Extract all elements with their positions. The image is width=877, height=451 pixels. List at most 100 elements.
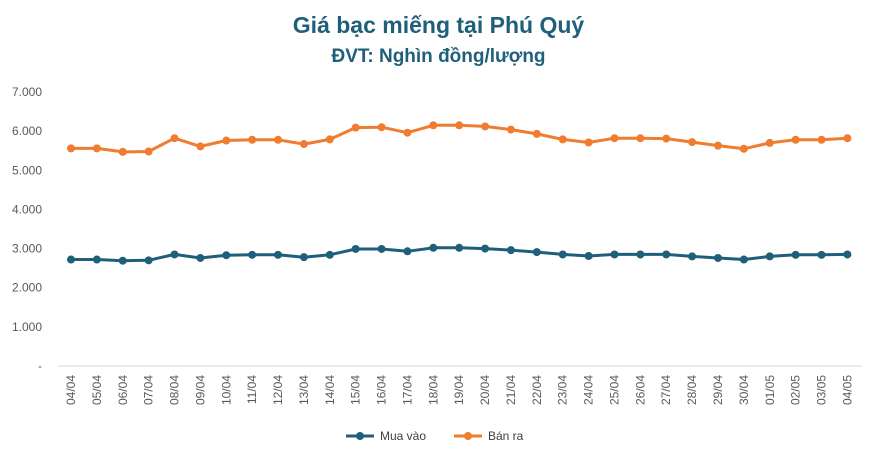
data-point (351, 244, 360, 253)
data-point (584, 138, 593, 147)
data-point (274, 250, 283, 259)
y-tick-label: 5.000 (12, 163, 42, 177)
x-tick-label: 26/04 (633, 375, 647, 405)
data-point (843, 250, 852, 259)
data-point (429, 121, 438, 130)
x-tick-label: 21/04 (504, 375, 518, 405)
data-point (144, 256, 153, 265)
data-point (817, 135, 826, 144)
y-tick-label: 6.000 (12, 124, 42, 138)
x-tick-label: 04/04 (64, 375, 78, 405)
y-tick-label: 4.000 (12, 202, 42, 216)
x-tick-label: 20/04 (478, 375, 492, 405)
x-tick-label: 18/04 (426, 375, 440, 405)
data-point (739, 255, 748, 264)
data-point (662, 134, 671, 143)
legend-label: Mua vào (380, 429, 426, 443)
data-point (299, 140, 308, 149)
data-point (714, 141, 722, 150)
data-point (222, 251, 231, 260)
chart-subtitle: ĐVT: Nghìn đồng/lượng (331, 46, 546, 67)
x-tick-label: 01/05 (763, 375, 777, 405)
data-point (92, 144, 101, 153)
data-point (403, 128, 412, 137)
data-point (196, 253, 205, 262)
x-tick-label: 10/04 (219, 375, 233, 405)
data-point (765, 138, 774, 147)
data-point (481, 122, 490, 131)
data-point (455, 121, 464, 130)
data-point (67, 144, 75, 153)
data-point (299, 253, 308, 262)
y-tick-label: 3.000 (12, 242, 42, 256)
data-point (584, 252, 593, 261)
data-point (688, 138, 697, 147)
x-tick-label: 30/04 (737, 375, 751, 405)
data-point (170, 250, 179, 259)
data-point (610, 250, 619, 259)
data-point (92, 255, 101, 264)
x-tick-label: 27/04 (659, 375, 673, 405)
data-point (610, 134, 619, 143)
data-point (248, 250, 257, 259)
x-tick-label: 24/04 (582, 375, 596, 405)
data-point (662, 250, 671, 259)
data-point (455, 243, 464, 252)
data-point (714, 253, 722, 262)
data-point (532, 248, 541, 257)
y-tick-label: 2.000 (12, 281, 42, 295)
data-point (222, 136, 231, 145)
data-point (558, 250, 567, 259)
x-tick-label: 05/04 (90, 375, 104, 405)
data-point (351, 123, 360, 132)
chart-title: Giá bạc miếng tại Phú Quý (292, 12, 585, 38)
x-tick-label: 03/05 (815, 375, 829, 405)
x-tick-label: 28/04 (685, 375, 699, 405)
x-tick-label: 09/04 (193, 375, 207, 405)
x-tick-label: 06/04 (116, 375, 130, 405)
data-point (325, 250, 334, 259)
y-tick-label: - (38, 359, 42, 373)
data-point (636, 134, 645, 143)
x-tick-label: 13/04 (297, 375, 311, 405)
data-point (170, 134, 179, 143)
data-point (791, 135, 800, 144)
x-tick-label: 19/04 (452, 375, 466, 405)
data-point (558, 135, 567, 144)
data-point (144, 147, 153, 156)
series-line-1 (69, 123, 849, 154)
x-tick-label: 25/04 (607, 375, 621, 405)
x-tick-label: 08/04 (168, 375, 182, 405)
x-tick-label: 12/04 (271, 375, 285, 405)
data-point (765, 252, 774, 261)
data-point (481, 244, 490, 253)
x-tick-label: 17/04 (400, 375, 414, 405)
data-point (248, 135, 257, 144)
data-point (67, 255, 75, 264)
data-point (377, 123, 386, 132)
data-point (532, 129, 541, 138)
data-point (843, 134, 852, 143)
x-tick-label: 15/04 (349, 375, 363, 405)
x-tick-label: 04/05 (840, 375, 854, 405)
data-point (196, 142, 205, 151)
legend-marker (464, 432, 472, 440)
data-point (636, 250, 645, 259)
data-point (791, 250, 800, 259)
x-tick-label: 11/04 (245, 375, 259, 404)
x-tick-label: 07/04 (142, 375, 156, 405)
legend-marker (356, 432, 364, 440)
legend-label: Bán ra (488, 429, 524, 443)
x-tick-label: 23/04 (556, 375, 570, 405)
data-point (274, 135, 283, 144)
x-tick-label: 14/04 (323, 375, 337, 405)
x-tick-label: 29/04 (711, 375, 725, 405)
data-point (429, 243, 438, 252)
x-tick-label: 22/04 (530, 375, 544, 405)
y-tick-label: 1.000 (12, 320, 42, 334)
data-point (506, 246, 515, 255)
data-point (506, 125, 515, 134)
data-point (118, 147, 127, 156)
data-point (403, 247, 412, 256)
